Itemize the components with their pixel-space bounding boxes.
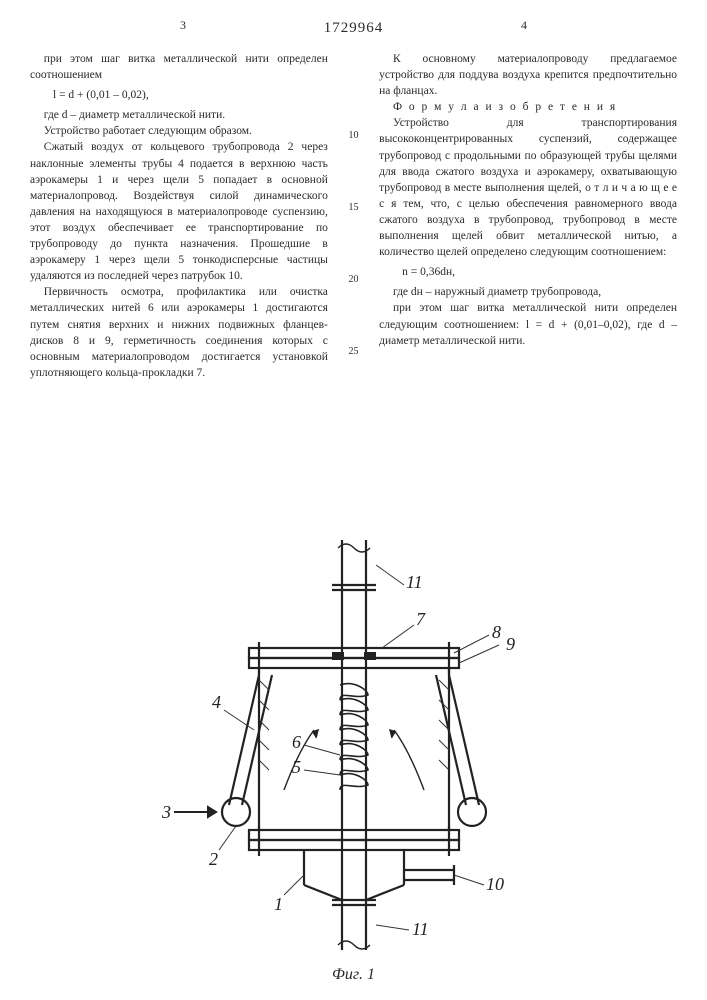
formula: l = d + (0,01 – 0,02),	[30, 87, 328, 103]
para: Устройство работает следующим образом.	[30, 123, 328, 139]
line-num: 15	[346, 201, 361, 215]
line-num: 10	[346, 129, 361, 143]
fig-label-6: 6	[292, 732, 301, 752]
fig-label-2: 2	[209, 849, 218, 869]
para: Сжатый воздух от кольцевого трубопровода…	[30, 139, 328, 284]
figure-1: 11 7 8 9 4 6 5 3 2 1 10 11 Фиг. 1	[0, 530, 707, 990]
column-right: К основному материалопроводу предлагаемо…	[379, 51, 677, 417]
fig-label-3: 3	[161, 802, 171, 822]
claims-heading: Ф о р м у л а и з о б р е т е н и я	[379, 99, 677, 115]
para: где d – диаметр металлической нити.	[30, 107, 328, 123]
para: К основному материалопроводу предлагаемо…	[379, 51, 677, 99]
para: Устройство для транспортирования высокок…	[379, 115, 677, 260]
fig-label-11a: 11	[406, 572, 423, 592]
fig-label-4: 4	[212, 692, 221, 712]
fig-label-7: 7	[416, 609, 426, 629]
formula: n = 0,36dн,	[379, 264, 677, 280]
figure-caption: Фиг. 1	[332, 966, 375, 984]
line-num: 20	[346, 273, 361, 287]
fig-label-9: 9	[506, 634, 515, 654]
fig-label-8: 8	[492, 622, 501, 642]
text-columns: при этом шаг витка металлической нити оп…	[30, 51, 677, 417]
para: где dн – наружный диаметр трубопровода,	[379, 284, 677, 300]
page-number-right: 4	[521, 18, 527, 33]
fig-label-10: 10	[486, 874, 504, 894]
para: при этом шаг витка металлической нити оп…	[30, 51, 328, 83]
fig-label-11b: 11	[412, 919, 429, 939]
page-number-left: 3	[180, 18, 186, 33]
fig-label-5: 5	[292, 757, 301, 777]
patent-number: 1729964	[30, 20, 677, 37]
fig-label-1: 1	[274, 894, 283, 914]
line-numbers: 10 15 20 25	[346, 51, 361, 417]
para: Первичность осмотра, профилактика или оч…	[30, 284, 328, 381]
para: при этом шаг витка металлической нити оп…	[379, 300, 677, 348]
line-num: 25	[346, 345, 361, 359]
column-left: при этом шаг витка металлической нити оп…	[30, 51, 328, 417]
